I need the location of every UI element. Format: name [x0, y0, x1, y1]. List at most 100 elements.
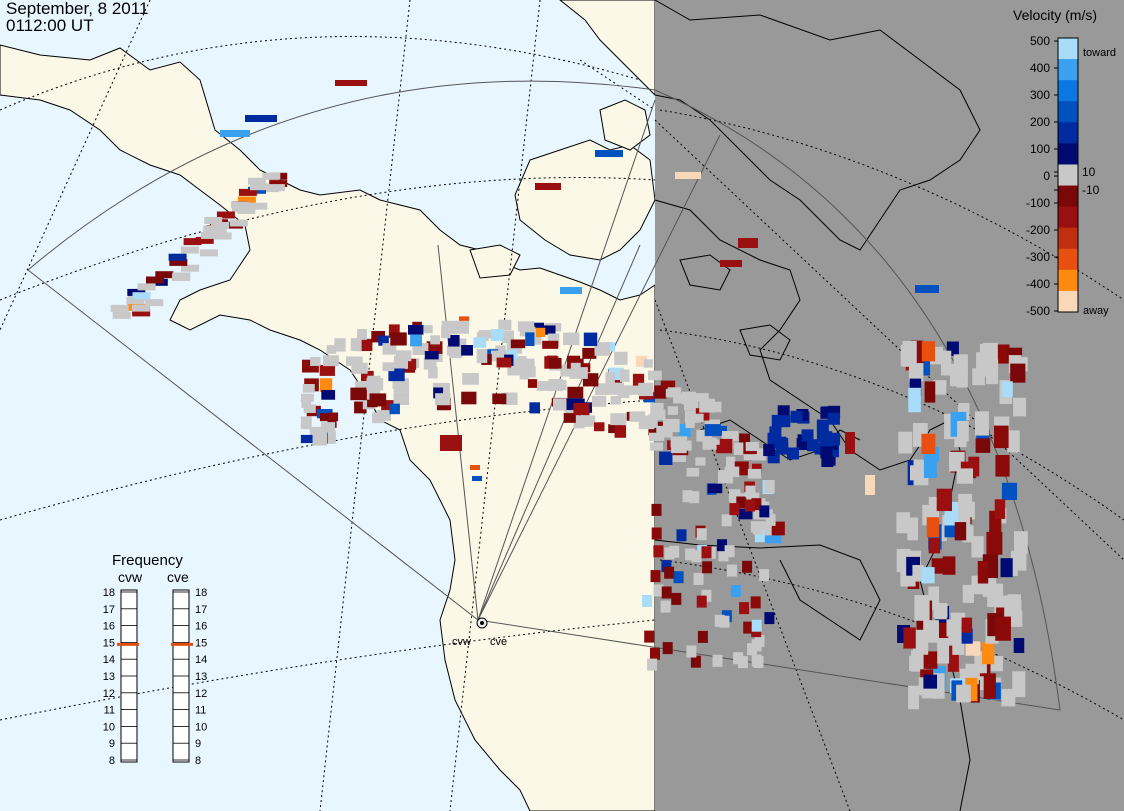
scatter-cell: [390, 332, 407, 346]
scatter-cell: [923, 651, 938, 669]
colorbar-tick-label: 0: [1043, 169, 1050, 183]
scatter-cell: [155, 271, 174, 279]
scatter-cell: [751, 463, 762, 474]
colorbar-title: Velocity (m/s): [1013, 7, 1097, 23]
scatter-cell: [389, 403, 400, 415]
scatter-cell: [845, 432, 855, 454]
colorbar-swatch: [1058, 248, 1078, 271]
scatter-cell: [180, 246, 199, 254]
scatter-cell: [977, 561, 989, 584]
north-america-land: [0, 44, 656, 811]
freq-label-right: 12: [195, 688, 207, 700]
scatter-cell: [704, 424, 721, 437]
freq-label-left: 14: [103, 654, 115, 666]
scatter-cell: [350, 387, 367, 401]
scatter-cell: [1012, 671, 1026, 698]
scatter-cell: [610, 396, 622, 405]
scatter-cell: [691, 550, 702, 563]
scatter-cell: [921, 341, 936, 362]
scatter-cell: [203, 225, 222, 233]
scatter-cell: [676, 529, 687, 542]
scatter-cell: [662, 642, 673, 655]
scatter-cell: [266, 184, 285, 192]
scatter-cell: [728, 489, 741, 501]
scatter-cell: [582, 347, 597, 359]
scatter-cell: [605, 372, 615, 387]
scatter-cell: [644, 630, 655, 643]
scatter-cell: [717, 425, 727, 436]
scatter-cell: [334, 338, 346, 352]
colorbar-tick-label: 100: [1030, 142, 1050, 156]
scatter-cell: [614, 351, 628, 365]
scatter-cell: [320, 378, 333, 392]
scatter-cell: [787, 447, 799, 460]
scatter-cell: [931, 558, 946, 574]
scatter-cell: [954, 522, 967, 541]
scatter-cell: [909, 655, 921, 672]
scatter-cell: [907, 517, 919, 541]
scatter-cell: [932, 380, 947, 395]
scatter-cell: [594, 422, 605, 432]
scatter-cell: [388, 324, 400, 338]
scatter-cell: [248, 177, 266, 185]
scatter-cell: [696, 528, 707, 541]
scatter-cell: [667, 406, 679, 415]
scatter-cell: [638, 382, 654, 397]
colorbar-frame: [1057, 37, 1079, 313]
scatter-cell: [697, 630, 708, 643]
scatter-cell: [688, 413, 704, 423]
scatter-cell: [472, 476, 482, 481]
scatter-cell: [426, 341, 443, 354]
scatter-cell: [719, 438, 733, 450]
scatter-cell: [216, 211, 235, 219]
freq-label-left: 17: [103, 604, 115, 616]
colorbar-tick-label: -200: [1026, 223, 1050, 237]
scatter-cell: [958, 493, 973, 518]
colorbar-tick-label: -10: [1082, 183, 1100, 197]
scatter-cell: [653, 584, 664, 597]
scatter-cell: [506, 349, 518, 360]
scatter-cell: [405, 358, 417, 370]
scatter-cell: [986, 531, 1003, 555]
arctic-island-small: [599, 99, 651, 151]
scatter-cell: [816, 419, 829, 432]
scatter-cell: [614, 425, 627, 438]
scatter-cell: [707, 483, 723, 494]
scatter-cell: [249, 202, 268, 210]
freq-label-right: 13: [195, 671, 207, 683]
scatter-cell: [1013, 397, 1027, 417]
colorbar-ticks: 500400300200100100-10-100-200-300-400-50…: [1026, 34, 1100, 318]
scatter-cell: [371, 331, 386, 343]
scatter-cell: [743, 449, 758, 461]
scatter-cell: [581, 415, 596, 427]
colorbar-tick-label: -400: [1026, 277, 1050, 291]
scatter-cell: [994, 425, 1009, 449]
scatter-cell: [828, 432, 841, 445]
baffin-island: [469, 244, 521, 279]
scatter-cell: [321, 390, 336, 400]
scatter-cell: [326, 345, 337, 354]
scatter-cell: [673, 394, 687, 404]
scatter-cell: [168, 253, 187, 261]
scatter-cell: [957, 421, 969, 442]
scatter-cell: [507, 365, 523, 376]
scatter-cell: [492, 393, 507, 405]
scatter-cell: [754, 635, 765, 647]
freq-label-right: 8: [195, 755, 201, 767]
time-label: 0112:00 UT: [6, 16, 94, 35]
scatter-cell: [801, 429, 814, 442]
scatter-cell: [975, 438, 991, 453]
scatter-cell: [696, 429, 713, 442]
scatter-cell: [777, 405, 790, 418]
scatter-cell: [478, 330, 494, 339]
scatter-cell: [476, 349, 488, 363]
date-label: September, 8 2011: [6, 0, 149, 18]
scatter-cell: [440, 435, 462, 451]
scatter-cell: [1001, 482, 1018, 501]
freq-label-left: 13: [103, 671, 115, 683]
scatter-cell: [675, 172, 701, 179]
scatter-cell: [112, 311, 131, 319]
scatter-cell: [560, 287, 582, 294]
scatter-cell: [1007, 430, 1020, 453]
